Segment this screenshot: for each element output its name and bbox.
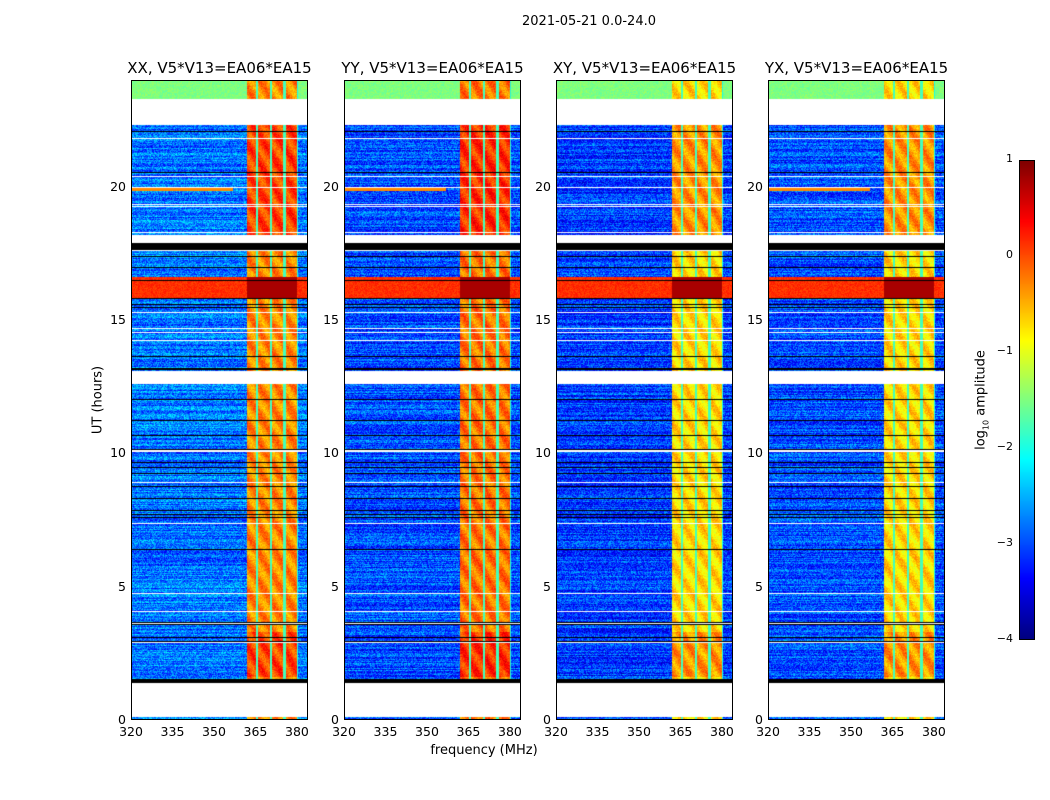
heatmap-image — [344, 80, 521, 720]
y-tick-label: 15 — [110, 312, 126, 327]
panel-title: YX, V5*V13=EA06*EA15 — [764, 59, 949, 77]
x-tick-label: 350 — [839, 724, 863, 739]
x-tick-label: 365 — [456, 724, 481, 739]
y-tick-label: 5 — [118, 578, 126, 594]
y-tick-label: 5 — [331, 578, 339, 594]
x-axis-label: frequency (MHz) — [430, 743, 538, 758]
colorbar-tick-label: 1 — [1006, 152, 1013, 165]
heatmap-panel-1 — [344, 80, 521, 720]
heatmap-image — [556, 80, 733, 720]
heatmap-panel-0 — [131, 80, 308, 720]
y-tick-label: 10 — [747, 445, 763, 461]
y-tick-label: 0 — [118, 712, 126, 727]
heatmap-image — [131, 80, 308, 720]
panel-title: YY, V5*V13=EA06*EA15 — [341, 59, 524, 77]
y-tick-label: 10 — [110, 445, 126, 461]
x-tick-label: 320 — [332, 724, 356, 739]
colorbar-tick-label: −1 — [996, 344, 1013, 357]
y-tick-label: 20 — [323, 178, 339, 194]
y-tick-label: 15 — [747, 312, 763, 327]
x-tick-label: 380 — [285, 724, 309, 739]
y-tick-label: 20 — [535, 178, 551, 194]
x-tick-label: 335 — [797, 724, 822, 739]
x-tick-label: 380 — [498, 724, 522, 739]
y-tick-label: 10 — [323, 445, 339, 461]
y-tick-label: 5 — [543, 578, 551, 594]
panel-title: XY, V5*V13=EA06*EA15 — [552, 59, 737, 77]
colorbar-label: log10 amplitude — [973, 350, 991, 450]
colorbar-tick-label: −4 — [996, 632, 1013, 645]
x-tick-label: 335 — [585, 724, 610, 739]
x-tick-label: 365 — [243, 724, 268, 739]
x-tick-label: 335 — [160, 724, 185, 739]
x-tick-label: 380 — [922, 724, 946, 739]
y-tick-label: 20 — [110, 178, 126, 194]
y-tick-label: 15 — [323, 312, 339, 327]
x-tick-label: 365 — [668, 724, 693, 739]
colorbar-tick-label: −3 — [996, 536, 1013, 549]
y-tick-label: 0 — [755, 712, 763, 727]
colorbar-tick-label: 0 — [1006, 248, 1013, 261]
y-tick-label: 20 — [747, 178, 763, 194]
x-tick-label: 365 — [880, 724, 905, 739]
x-tick-label: 350 — [202, 724, 226, 739]
y-tick-label: 0 — [543, 712, 551, 727]
x-tick-label: 320 — [544, 724, 568, 739]
heatmap-panel-2 — [556, 80, 733, 720]
colorbar-tick-label: −2 — [996, 440, 1013, 453]
y-axis-label: UT (hours) — [90, 365, 106, 435]
y-tick-label: 15 — [535, 312, 551, 327]
colorbar — [1019, 160, 1035, 640]
colorbar-gradient — [1020, 161, 1034, 639]
heatmap-panel-3 — [768, 80, 945, 720]
x-tick-label: 350 — [627, 724, 651, 739]
x-tick-label: 320 — [119, 724, 143, 739]
y-tick-label: 5 — [755, 578, 763, 594]
x-tick-label: 350 — [415, 724, 439, 739]
x-tick-label: 320 — [756, 724, 780, 739]
x-tick-label: 335 — [373, 724, 398, 739]
y-tick-label: 10 — [535, 445, 551, 461]
panel-title: XX, V5*V13=EA06*EA15 — [127, 59, 312, 77]
x-tick-label: 380 — [710, 724, 734, 739]
y-tick-label: 0 — [331, 712, 339, 727]
figure-title: 2021-05-21 0.0-24.0 — [522, 14, 656, 29]
heatmap-image — [768, 80, 945, 720]
